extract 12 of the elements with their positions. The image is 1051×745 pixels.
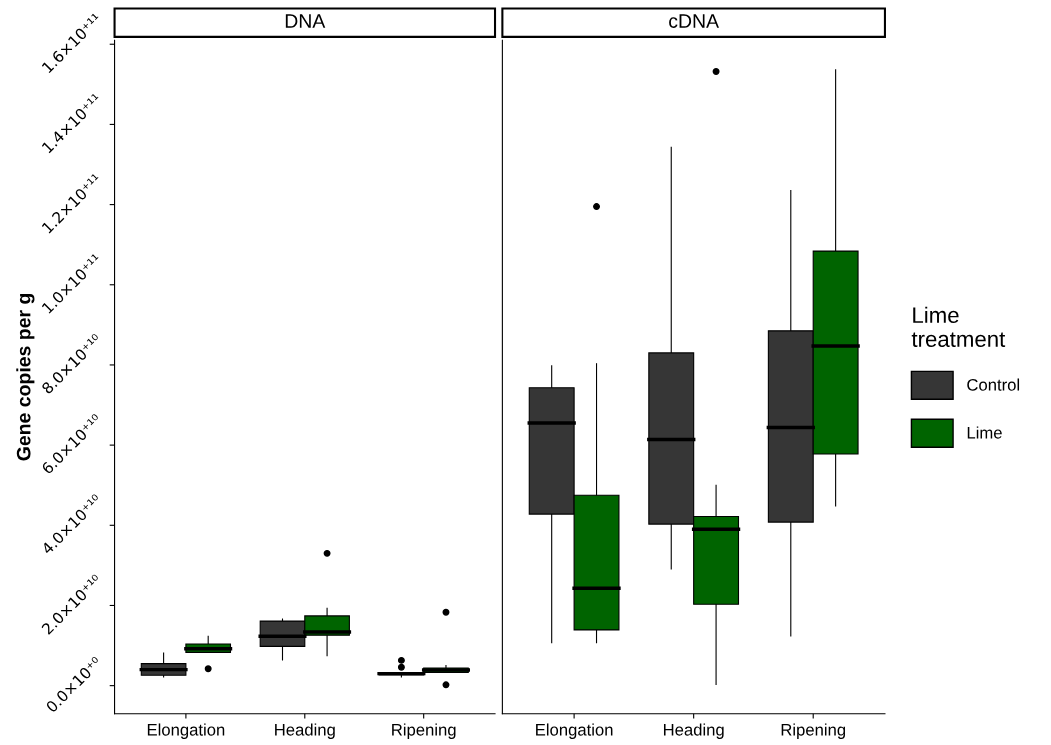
x-tick-label: Ripening xyxy=(781,723,846,739)
legend-label: Control xyxy=(967,378,1020,391)
x-tick-label: Ripening xyxy=(392,723,456,739)
legend-title: Lime treatment xyxy=(911,306,1006,347)
x-tick-label: Elongation xyxy=(536,723,613,739)
y-axis-title: Gene copies per g xyxy=(16,293,35,461)
x-tick-label: Heading xyxy=(275,723,335,739)
x-tick-label: Elongation xyxy=(147,723,225,739)
chart-title: cDNA xyxy=(669,14,720,28)
chart-title: DNA xyxy=(285,14,326,28)
legend-label: Lime xyxy=(967,426,1002,439)
x-tick-label: Heading xyxy=(663,723,724,739)
